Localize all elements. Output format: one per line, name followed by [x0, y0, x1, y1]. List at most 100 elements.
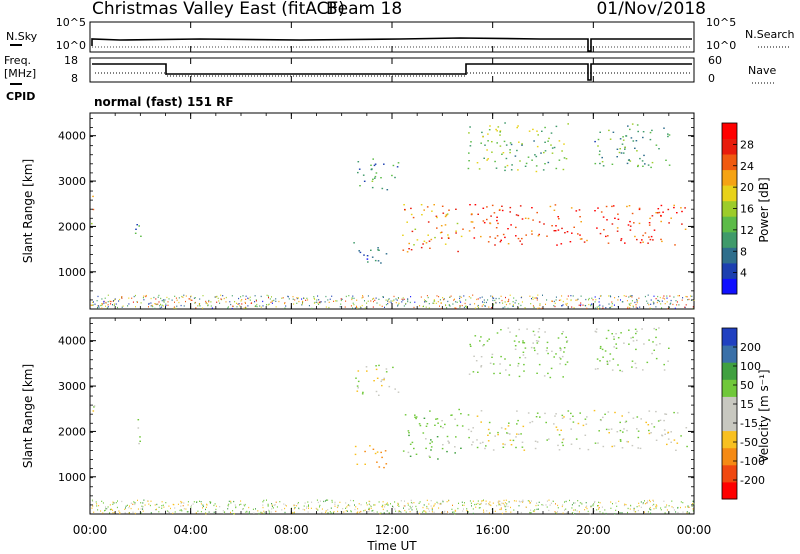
ground-scatter-cell — [281, 509, 283, 511]
data-cell-2 — [381, 456, 383, 459]
ground-scatter-cell — [574, 513, 576, 515]
ground-scatter-cell — [590, 304, 592, 306]
data-cell-6 — [619, 439, 622, 441]
data-cell-6 — [649, 238, 652, 241]
data-cell-8 — [615, 347, 618, 349]
ground-scatter-cell — [283, 503, 285, 505]
ground-scatter-cell — [107, 301, 109, 303]
ground-scatter-cell — [574, 502, 576, 504]
data-cell-8 — [609, 138, 612, 140]
ground-scatter-cell — [623, 295, 625, 297]
data-cell-7 — [480, 356, 483, 358]
ground-scatter-cell — [101, 307, 103, 309]
data-cell-6 — [619, 421, 621, 424]
data-cell-6 — [641, 239, 643, 241]
ground-scatter-cell — [115, 502, 117, 504]
data-cell-3 — [362, 174, 365, 176]
data-cell-7 — [487, 158, 489, 160]
ground-scatter-cell — [439, 305, 440, 307]
data-cell-8 — [605, 337, 608, 340]
data-cell-8 — [651, 352, 653, 355]
ground-scatter-cell — [638, 502, 640, 504]
ground-scatter-cell — [562, 504, 564, 506]
data-cell-8 — [632, 340, 635, 342]
ground-scatter-cell — [304, 509, 306, 511]
ground-scatter-cell — [311, 501, 313, 503]
ground-scatter-cell — [158, 294, 160, 297]
data-cell-4 — [414, 416, 416, 418]
ground-scatter-cell — [255, 305, 257, 307]
data-cell-7 — [533, 140, 535, 142]
data-cell-4 — [408, 242, 410, 245]
ground-scatter-cell — [384, 306, 385, 308]
data-cell-5 — [524, 217, 527, 219]
data-cell-6 — [593, 409, 596, 412]
ground-scatter-cell — [533, 510, 535, 513]
data-cell-5 — [496, 216, 498, 218]
ground-scatter-cell — [567, 295, 569, 297]
data-cell-5 — [523, 449, 526, 451]
ground-scatter-cell — [394, 501, 396, 503]
ground-scatter-cell — [684, 506, 686, 508]
data-cell-6 — [636, 428, 638, 430]
ground-scatter-cell — [142, 510, 144, 512]
ground-scatter-cell — [692, 306, 694, 308]
ground-scatter-cell — [302, 302, 303, 304]
ground-scatter-cell — [571, 512, 573, 514]
ground-scatter-cell — [447, 300, 449, 303]
ground-scatter-cell — [319, 506, 320, 508]
ground-scatter-cell — [134, 503, 136, 506]
ground-scatter-cell — [147, 500, 149, 502]
ground-scatter-cell — [157, 303, 159, 305]
data-cell-7 — [514, 348, 517, 350]
ground-scatter-cell — [301, 298, 303, 300]
ground-scatter-cell — [104, 510, 105, 512]
data-cell-5 — [499, 241, 502, 243]
data-cell-5 — [468, 230, 471, 232]
data-cell-7 — [475, 360, 478, 362]
ground-scatter-cell — [515, 299, 517, 302]
ground-scatter-cell — [562, 512, 564, 514]
ground-scatter-cell — [331, 295, 333, 297]
ground-scatter-cell — [611, 301, 613, 303]
data-cell-8 — [643, 154, 645, 157]
ground-scatter-cell — [262, 501, 264, 503]
ground-scatter-cell — [407, 504, 409, 506]
ground-scatter-cell — [598, 508, 600, 510]
data-cell-8 — [647, 164, 650, 166]
ground-scatter-cell — [221, 298, 223, 301]
ground-scatter-cell — [441, 307, 443, 310]
data-cell-5 — [548, 438, 550, 440]
ground-scatter-cell — [313, 302, 315, 304]
data-cell-6 — [686, 445, 688, 448]
ground-scatter-cell — [629, 307, 631, 309]
ground-scatter-cell — [143, 295, 145, 297]
ground-scatter-cell — [666, 504, 668, 506]
ground-scatter-cell — [282, 297, 284, 299]
ground-scatter-cell — [551, 300, 553, 302]
ground-scatter-cell — [368, 507, 370, 509]
ground-scatter-cell — [195, 512, 197, 514]
ground-scatter-cell — [335, 300, 337, 302]
ground-scatter-cell — [352, 307, 353, 309]
ground-scatter-cell — [143, 499, 145, 501]
data-cell-6 — [648, 222, 651, 224]
ground-scatter-cell — [231, 307, 233, 310]
data-cell-7 — [506, 164, 509, 167]
ground-scatter-cell — [233, 500, 235, 503]
ground-scatter-cell — [165, 510, 167, 512]
ground-scatter-cell — [359, 306, 361, 308]
data-cell-8 — [622, 139, 625, 141]
ground-scatter-cell — [373, 300, 374, 303]
ground-scatter-cell — [378, 298, 380, 300]
data-cell-4 — [441, 420, 443, 422]
ground-scatter-cell — [613, 304, 615, 306]
ground-scatter-cell — [649, 499, 650, 501]
data-cell-4 — [423, 209, 425, 211]
ground-scatter-cell — [599, 307, 601, 309]
data-cell-4 — [406, 221, 408, 223]
ground-scatter-cell — [219, 506, 221, 508]
ground-scatter-cell — [409, 301, 411, 304]
